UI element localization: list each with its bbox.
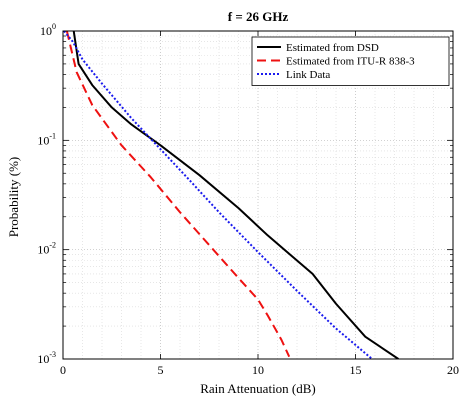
x-tick-label: 0 (60, 363, 66, 377)
series-group (63, 31, 399, 359)
series-line-1 (72, 31, 399, 359)
legend: Estimated from DSD Estimated from ITU-R 8… (251, 36, 450, 86)
legend-box (251, 36, 450, 86)
chart-title: f = 26 GHz (228, 9, 289, 24)
x-tick-label: 5 (158, 363, 164, 377)
x-tick-label: 15 (350, 363, 362, 377)
x-tick-label: 10 (252, 363, 264, 377)
plot-area: 0 5 10 15 20 100 10-1 10-2 10-3 Estimated from DS… (37, 22, 459, 377)
y-tick-label: 100 (40, 22, 56, 38)
x-axis-label: Rain Attenuation (dB) (200, 381, 316, 396)
y-tick-label: 10-1 (37, 131, 56, 147)
y-tick-label: 10-2 (37, 241, 56, 257)
x-tick-label: 20 (447, 363, 459, 377)
legend-label-1: Estimated from DSD (286, 42, 379, 54)
legend-label-3: Link Data (286, 69, 330, 81)
y-axis-label: Probability (%) (6, 157, 21, 238)
y-tick-label: 10-3 (37, 350, 56, 366)
series-line-2 (65, 31, 291, 358)
legend-label-2: Estimated from ITU-R 838-3 (286, 56, 415, 68)
